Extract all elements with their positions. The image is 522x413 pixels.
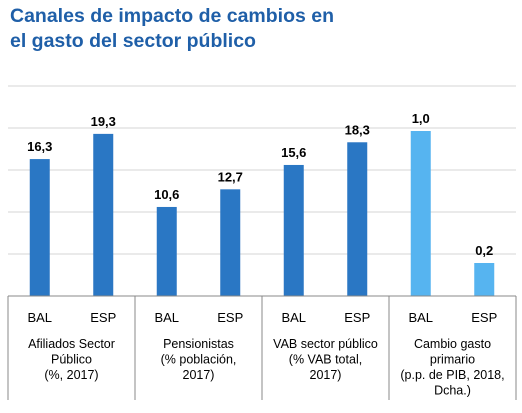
bar-g4-bal [410,131,431,296]
category-label-g1-esp: ESP [90,310,116,325]
category-label-g2-bal: BAL [154,310,179,325]
group-label-4-line-1: Cambio gasto [414,337,491,351]
data-label-g1-esp: 19,3 [91,114,116,129]
data-label-g3-bal: 15,6 [281,145,306,160]
category-label-g3-esp: ESP [344,310,370,325]
data-label-g4-esp: 0,2 [475,243,493,258]
group-label-4-line-2: primario [430,353,475,367]
data-label-g2-esp: 12,7 [218,169,243,184]
data-label-g1-bal: 16,3 [27,139,52,154]
bar-g2-esp [220,189,241,296]
category-label-g3-bal: BAL [281,310,306,325]
group-label-4-line-4: Dcha.) [434,384,471,398]
group-label-3-line-2: (% VAB total, [289,353,362,367]
group-label-1-line-1: Afiliados Sector [28,337,115,351]
group-label-3-line-1: VAB sector público [273,337,378,351]
group-label-4-line-3: (p.p. de PIB, 2018, [400,368,504,382]
category-label-g4-esp: ESP [471,310,497,325]
chart-title-line-1: Canales de impacto de cambios en [10,5,335,27]
bar-g1-esp [93,133,114,296]
group-label-2-line-1: Pensionistas [163,337,234,351]
data-label-g3-esp: 18,3 [345,122,370,137]
chart-title: Canales de impacto de cambios en el gast… [10,4,430,54]
group-label-1-line-3: (%, 2017) [44,368,98,382]
chart-title-line-2: el gasto del sector público [10,30,256,52]
category-label-g4-bal: BAL [408,310,433,325]
bar-g3-esp [347,142,368,296]
bar-g2-bal [156,206,177,296]
data-label-g2-bal: 10,6 [154,187,179,202]
group-label-2-line-3: 2017) [183,368,215,382]
bar-g3-bal [283,164,304,296]
bar-g1-bal [29,159,50,296]
bar-g4-esp [474,263,495,296]
category-label-g1-bal: BAL [27,310,52,325]
group-label-3-line-3: 2017) [310,368,342,382]
group-label-1-line-2: Público [51,353,92,367]
data-label-g4-bal: 1,0 [412,111,430,126]
category-label-g2-esp: ESP [217,310,243,325]
group-label-2-line-2: (% población, [161,353,237,367]
